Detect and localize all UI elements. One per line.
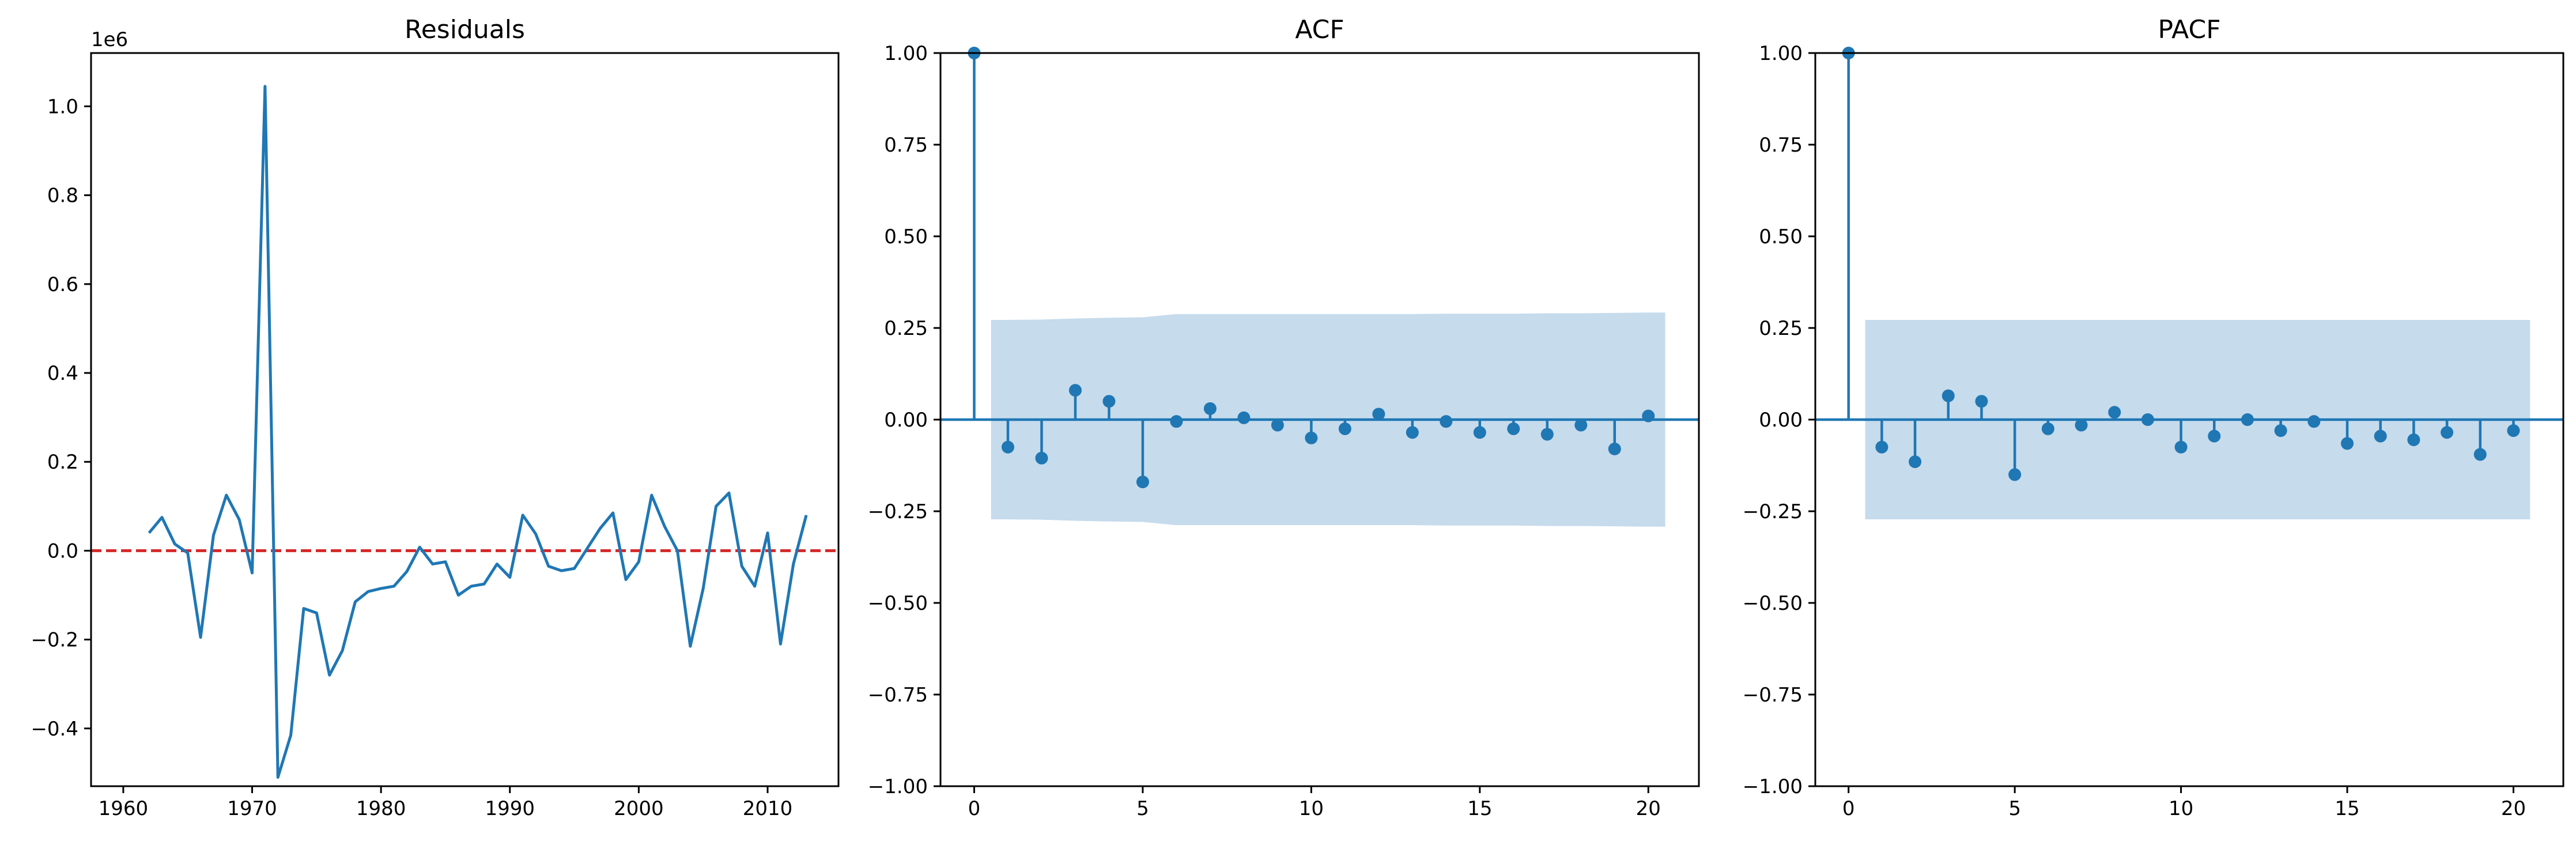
residuals-y-tick-label: −0.2 (31, 629, 78, 652)
residuals-panel: Residuals 1e6 1960 1970 1980 1990 2000 2010 −0… (31, 15, 840, 820)
pacf-x-tick-label: 5 (2008, 797, 2021, 820)
acf-point (1338, 422, 1351, 435)
acf-point (1102, 395, 1116, 408)
acf-y-tick-label: 0.25 (884, 317, 928, 340)
acf-point (1574, 418, 1588, 432)
pacf-point (1975, 395, 1988, 408)
acf-point (1237, 411, 1251, 424)
acf-point (1271, 418, 1284, 432)
acf-y-tick-label: 0.00 (884, 409, 928, 432)
pacf-point (2341, 437, 2354, 450)
acf-point (1608, 442, 1621, 455)
acf-point (1440, 415, 1453, 428)
acf-point (1406, 426, 1419, 439)
residuals-series-line (148, 85, 808, 779)
pacf-y-tick-label: 0.50 (1759, 225, 1803, 248)
pacf-point (2108, 406, 2121, 419)
residuals-axes-frame (90, 52, 840, 787)
pacf-point (2141, 413, 2154, 426)
acf-point (1136, 476, 1149, 489)
acf-y-tick-label: 1.00 (884, 42, 928, 65)
residuals-y-tick-label: 0.4 (47, 362, 78, 385)
acf-y-tick-label: 0.50 (884, 225, 928, 248)
acf-title: ACF (1295, 15, 1344, 44)
pacf-title: PACF (2158, 15, 2220, 44)
pacf-y-tick-label: −0.75 (1743, 684, 1803, 707)
acf-point (1035, 451, 1048, 465)
pacf-point (2008, 468, 2022, 481)
pacf-x-tick-label: 15 (2335, 797, 2359, 820)
pacf-plot-area: 0 5 10 15 20 −1.00 −0.75 −0.50 −0.25 0.00 0.25 0.50… (1743, 42, 2564, 820)
pacf-x-tick-label: 10 (2169, 797, 2193, 820)
residuals-x-tick-label: 1960 (99, 797, 149, 820)
acf-x-tick-label: 10 (1299, 797, 1324, 820)
residuals-x-tick-label: 2010 (743, 797, 793, 820)
pacf-point (2507, 424, 2520, 437)
acf-point (1507, 422, 1520, 435)
residuals-x-tick-label: 1970 (227, 797, 277, 820)
acf-point (1642, 409, 1655, 423)
acf-y-tick-label: −0.50 (868, 592, 928, 615)
pacf-panel: PACF 0 5 10 15 20 −1.00 −0.75 −0.50 −0.25 0.00 0.2… (1743, 15, 2564, 820)
acf-point (1170, 415, 1183, 428)
residuals-plot-area: 1960 1970 1980 1990 2000 2010 −0.4 −0.2 0.0 0.2 0.… (31, 52, 840, 820)
residuals-x-tick-label: 1980 (356, 797, 406, 820)
acf-point (1001, 440, 1014, 454)
pacf-point (2208, 429, 2221, 443)
acf-point (1068, 384, 1082, 397)
pacf-point (2274, 424, 2287, 437)
pacf-y-tick-label: 1.00 (1759, 42, 1803, 65)
pacf-point (2441, 426, 2454, 439)
acf-point (1203, 402, 1217, 415)
acf-panel: ACF 0 5 10 15 20 −1.00 −0.75 −0.50 −0.25 0.00 0.25… (868, 15, 1700, 820)
acf-x-tick-label: 20 (1636, 797, 1661, 820)
residuals-y-tick-label: 1.0 (47, 96, 78, 119)
pacf-y-tick-label: 0.00 (1759, 409, 1803, 432)
pacf-y-tick-label: −0.50 (1743, 592, 1803, 615)
acf-point (1473, 426, 1486, 439)
residuals-y-tick-label: 0.2 (47, 451, 78, 474)
residuals-y-tick-label: 0.6 (47, 273, 78, 296)
acf-plot-area: 0 5 10 15 20 −1.00 −0.75 −0.50 −0.25 0.00 0.25 0.50… (868, 42, 1700, 820)
pacf-point (2374, 429, 2387, 443)
acf-x-tick-label: 0 (968, 797, 981, 820)
pacf-point (1942, 389, 1955, 402)
pacf-point (2075, 418, 2088, 432)
acf-point (1540, 428, 1554, 441)
pacf-point (2473, 448, 2487, 461)
pacf-point (2307, 415, 2321, 428)
residuals-x-tick-label: 1990 (485, 797, 535, 820)
residuals-y-tick-label: 0.8 (47, 184, 78, 208)
acf-point (1305, 431, 1318, 444)
pacf-point (2407, 433, 2420, 446)
acf-y-tick-label: 0.75 (884, 134, 928, 157)
residuals-x-tick-label: 2000 (614, 797, 664, 820)
acf-x-tick-label: 15 (1467, 797, 1492, 820)
residuals-y-tick-label: 0.0 (47, 540, 78, 563)
acf-point (1372, 408, 1385, 421)
pacf-point (1875, 440, 1888, 454)
acf-x-tick-label: 5 (1136, 797, 1149, 820)
acf-y-tick-label: −0.75 (868, 684, 928, 707)
residuals-y-tick-label: −0.4 (31, 718, 78, 741)
pacf-x-tick-label: 0 (1842, 797, 1855, 820)
pacf-y-tick-label: 0.25 (1759, 317, 1803, 340)
pacf-y-tick-label: 0.75 (1759, 134, 1803, 157)
pacf-point (1909, 455, 1922, 469)
acf-y-tick-label: −1.00 (868, 775, 928, 798)
pacf-y-tick-label: −1.00 (1743, 775, 1803, 798)
pacf-point (2041, 422, 2054, 435)
residuals-title: Residuals (405, 15, 525, 44)
pacf-y-tick-label: −0.25 (1743, 500, 1803, 523)
acf-y-tick-label: −0.25 (868, 500, 928, 523)
pacf-x-tick-label: 20 (2501, 797, 2526, 820)
pacf-point (2174, 440, 2188, 454)
pacf-point (2241, 413, 2254, 426)
residuals-offset-label: 1e6 (91, 28, 128, 51)
